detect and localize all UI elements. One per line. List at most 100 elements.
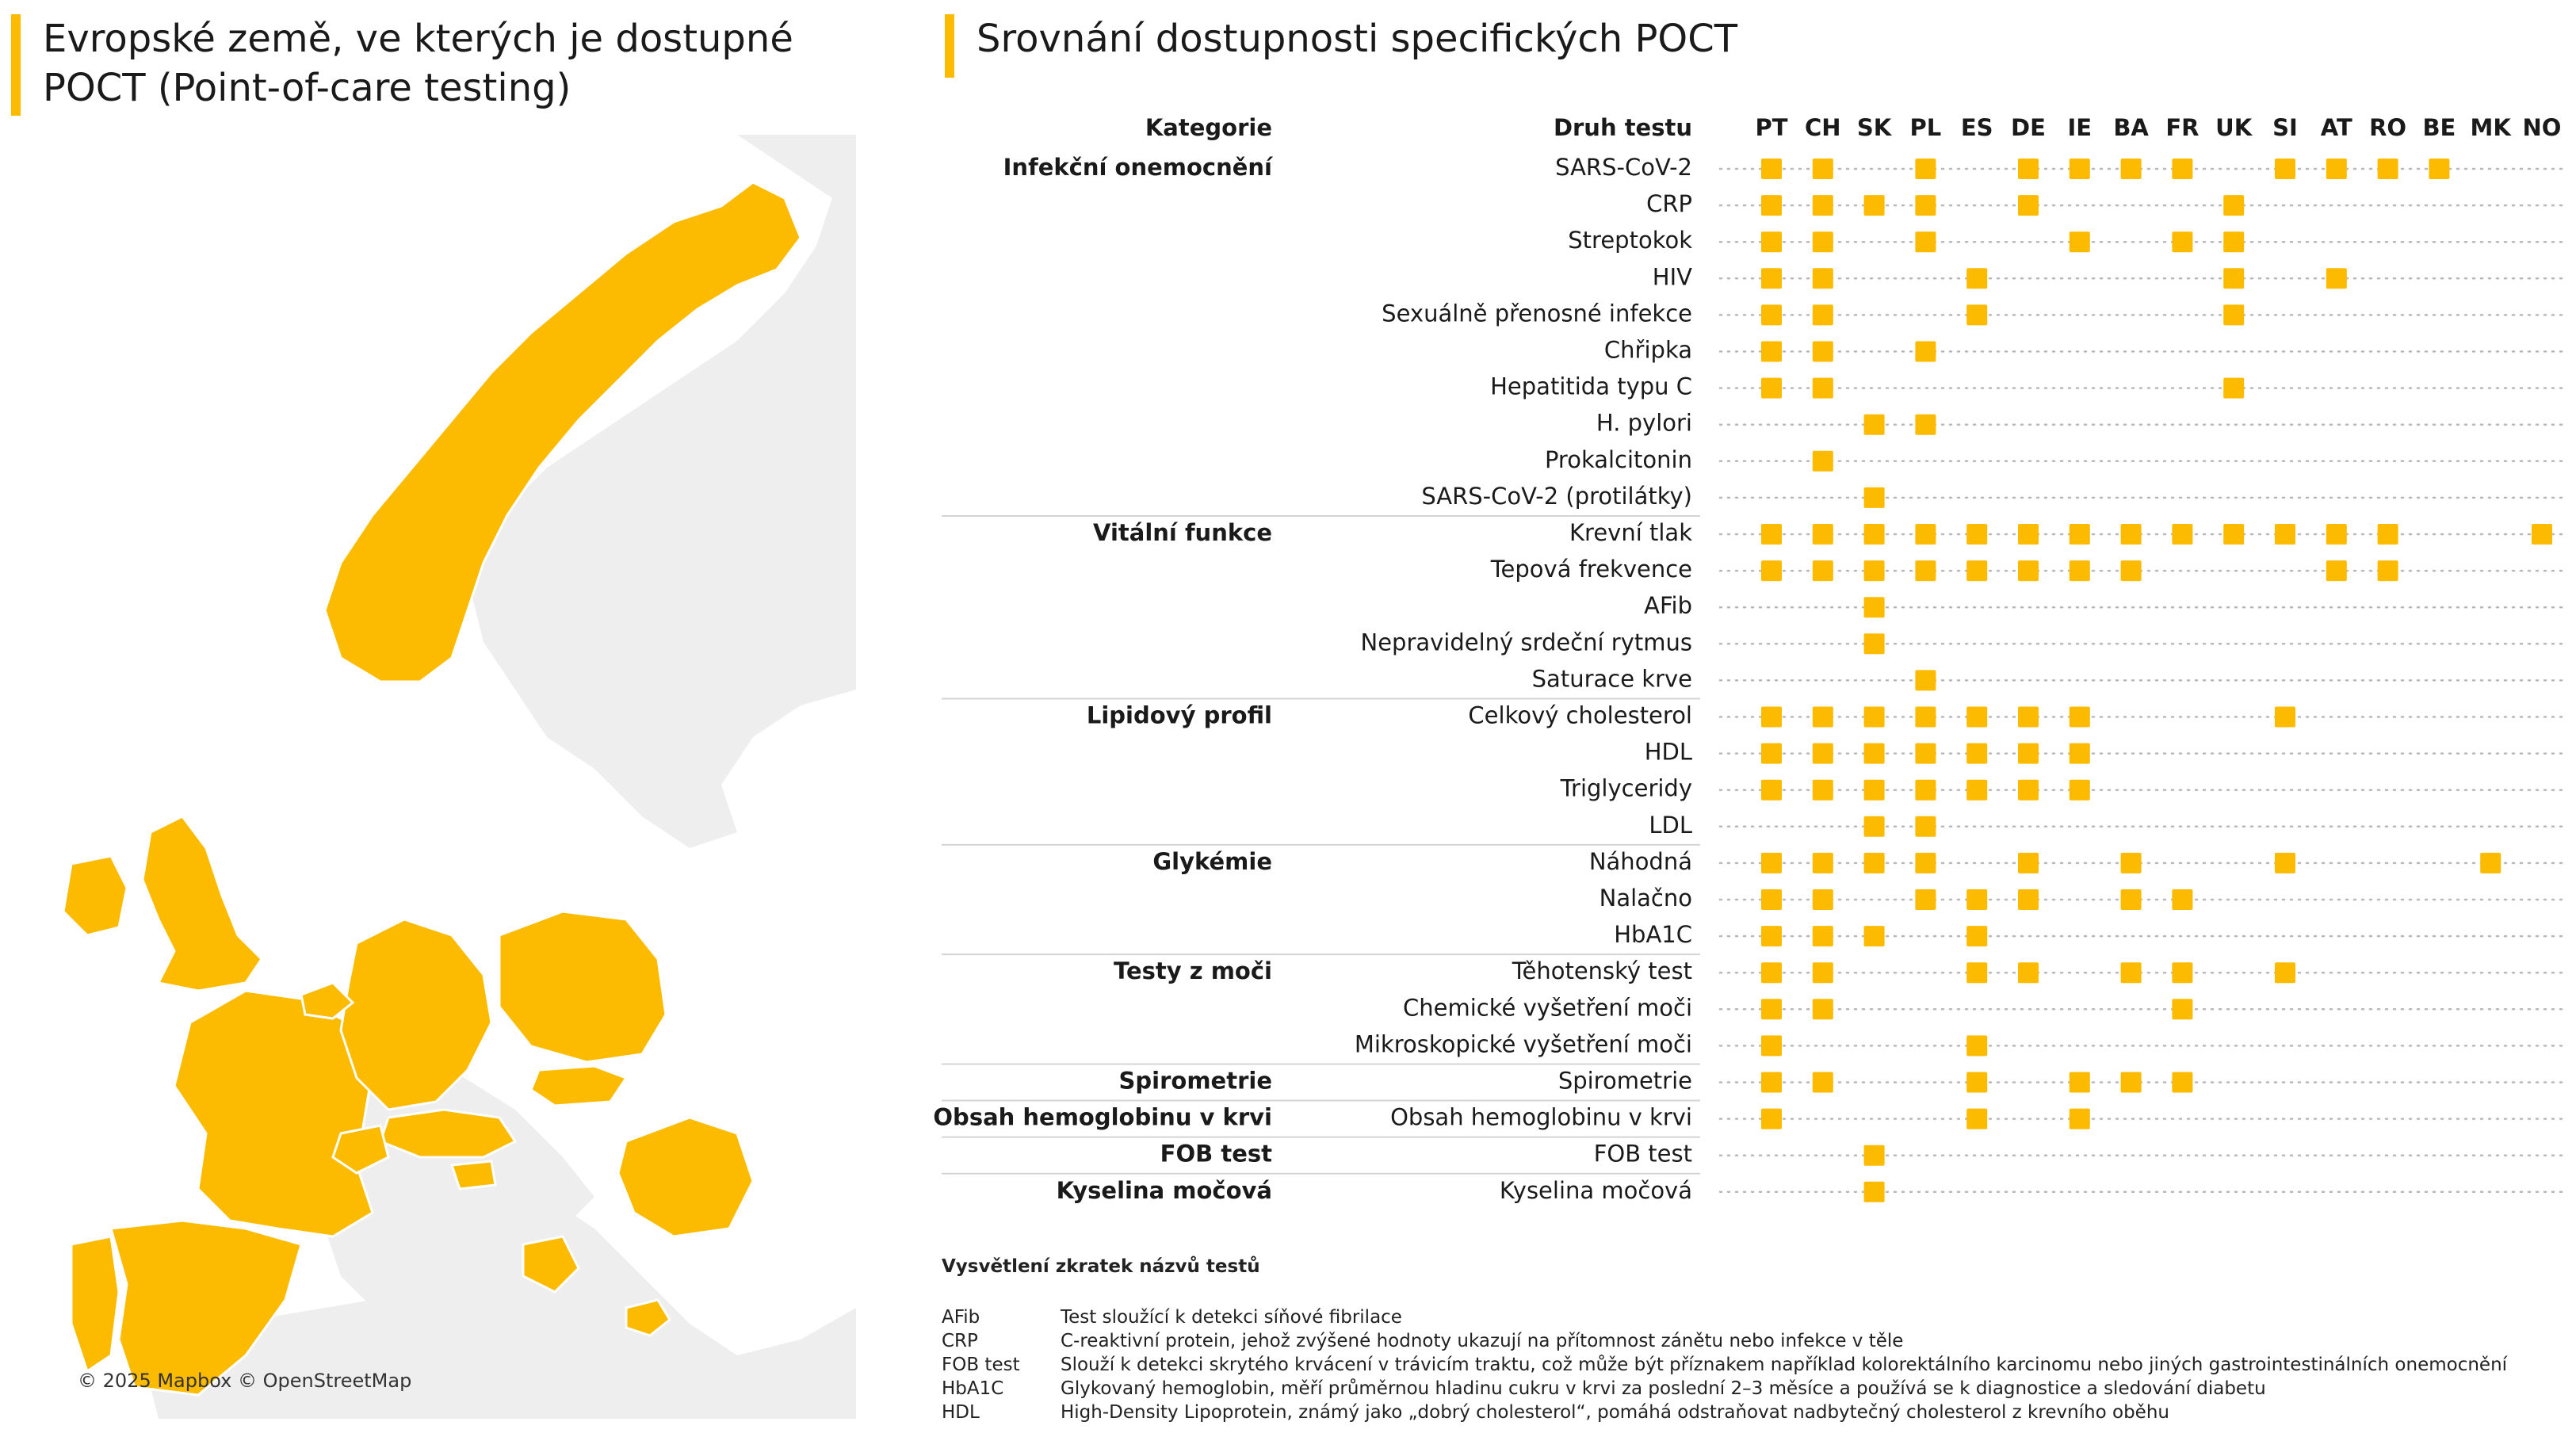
availability-mark [2018,743,2039,764]
country-de[interactable] [339,918,493,1111]
footnote-abbr: CRP [942,1331,978,1351]
country-header-no: NO [2523,114,2562,141]
country-uk[interactable] [141,815,263,992]
availability-mark [1863,852,1885,873]
availability-mark [2069,231,2090,253]
availability-mark [1863,1181,1885,1202]
availability-mark [1863,633,1885,655]
availability-mark [1915,889,1936,910]
availability-mark [1812,450,1833,472]
availability-mark [2326,524,2347,545]
country-pt[interactable] [70,1235,120,1374]
country-header-si: SI [2272,114,2298,141]
availability-mark [1761,268,1782,289]
country-pl[interactable] [498,910,667,1064]
country-at[interactable] [379,1108,518,1159]
availability-mark [2429,159,2450,179]
availability-mark [1761,706,1782,728]
row-category: Lipidový profil [1087,702,1272,729]
availability-mark [1915,414,1936,435]
availability-mark [2377,524,2398,545]
country-sk[interactable] [529,1064,629,1107]
row-category: Vitální funkce [1093,519,1272,546]
country-header-ro: RO [2369,114,2406,141]
availability-mark [1915,560,1936,582]
availability-mark [1761,377,1782,399]
footnote-text: Test sloužící k detekci síňové fibrilace [1061,1307,1402,1328]
country-header-ba: BA [2113,114,2149,141]
country-ro[interactable] [617,1116,755,1238]
map-title: Evropské země, ve kterých je dostupné PO… [43,17,793,110]
country-header-be: BE [2422,114,2456,141]
availability-mark [1761,304,1782,326]
country-no[interactable] [323,181,802,683]
availability-mark [1761,159,1782,179]
row-test: Triglyceridy [1560,775,1692,802]
availability-mark [2018,962,2039,984]
availability-mark [1761,962,1782,984]
availability-mark [1761,195,1782,216]
map-background-land [143,135,856,1419]
row-test: Těhotenský test [1512,957,1692,984]
availability-mark [1966,268,1988,289]
availability-mark [2120,1072,2142,1093]
availability-mark [2069,1108,2090,1129]
row-test: Celkový cholesterol [1468,702,1692,729]
availability-mark [2069,159,2090,179]
country-be[interactable] [300,981,355,1020]
country-header-es: ES [1961,114,1993,141]
row-category: Infekční onemocnění [1003,154,1274,181]
europe-map[interactable] [40,135,856,1419]
availability-mark [2018,195,2039,216]
availability-mark [1863,524,1885,545]
availability-mark [2018,560,2039,582]
availability-mark [2018,852,2039,873]
row-test: FOB test [1594,1141,1692,1168]
availability-mark [1915,852,1936,873]
country-ie[interactable] [62,854,128,937]
availability-mark [1812,195,1833,216]
test-header: Druh testu [1554,114,1692,141]
category-header: Kategorie [1145,114,1272,141]
availability-mark [1761,999,1782,1020]
availability-mark [2223,377,2245,399]
footnote-text: High-Density Lipoprotein, známý jako „do… [1061,1402,2169,1423]
country-header-mk: MK [2471,114,2513,141]
availability-mark [1863,743,1885,764]
availability-mark [1761,852,1782,873]
availability-mark [1812,852,1833,873]
country-header-pt: PT [1755,114,1787,141]
availability-mark [1761,926,1782,947]
availability-mark [2018,706,2039,728]
availability-mark [2018,159,2039,179]
footnote-row: AFib Test sloužící k detekci síňové fibr… [942,1305,2566,1329]
availability-mark [1915,524,1936,545]
availability-mark [1812,926,1833,947]
country-mk[interactable] [625,1298,671,1337]
availability-mark [1863,597,1885,618]
availability-mark [2018,889,2039,910]
availability-mark [2223,524,2245,545]
availability-mark [2172,999,2193,1020]
availability-mark [1761,1108,1782,1129]
country-ba[interactable] [522,1235,580,1294]
availability-mark [1915,743,1936,764]
country-si[interactable] [449,1160,497,1190]
availability-mark [2069,1072,2090,1093]
country-es[interactable] [109,1219,303,1397]
availability-mark [1863,1145,1885,1166]
availability-mark [1812,159,1833,179]
availability-mark [1966,926,1988,947]
row-test: Obsah hemoglobinu v krvi [1390,1104,1692,1131]
row-test: Streptokok [1568,227,1692,254]
row-test: Chemické vyšetření moči [1403,994,1692,1021]
country-ch[interactable] [331,1124,390,1175]
row-test: HIV [1653,263,1692,290]
row-test: Saturace krve [1532,665,1692,692]
availability-mark [1812,268,1833,289]
availability-mark [1761,341,1782,362]
availability-mark [2275,852,2295,873]
availability-mark [2018,779,2039,801]
footnote-row: CRP C-reaktivní protein, jehož zvýšené h… [942,1329,2566,1353]
